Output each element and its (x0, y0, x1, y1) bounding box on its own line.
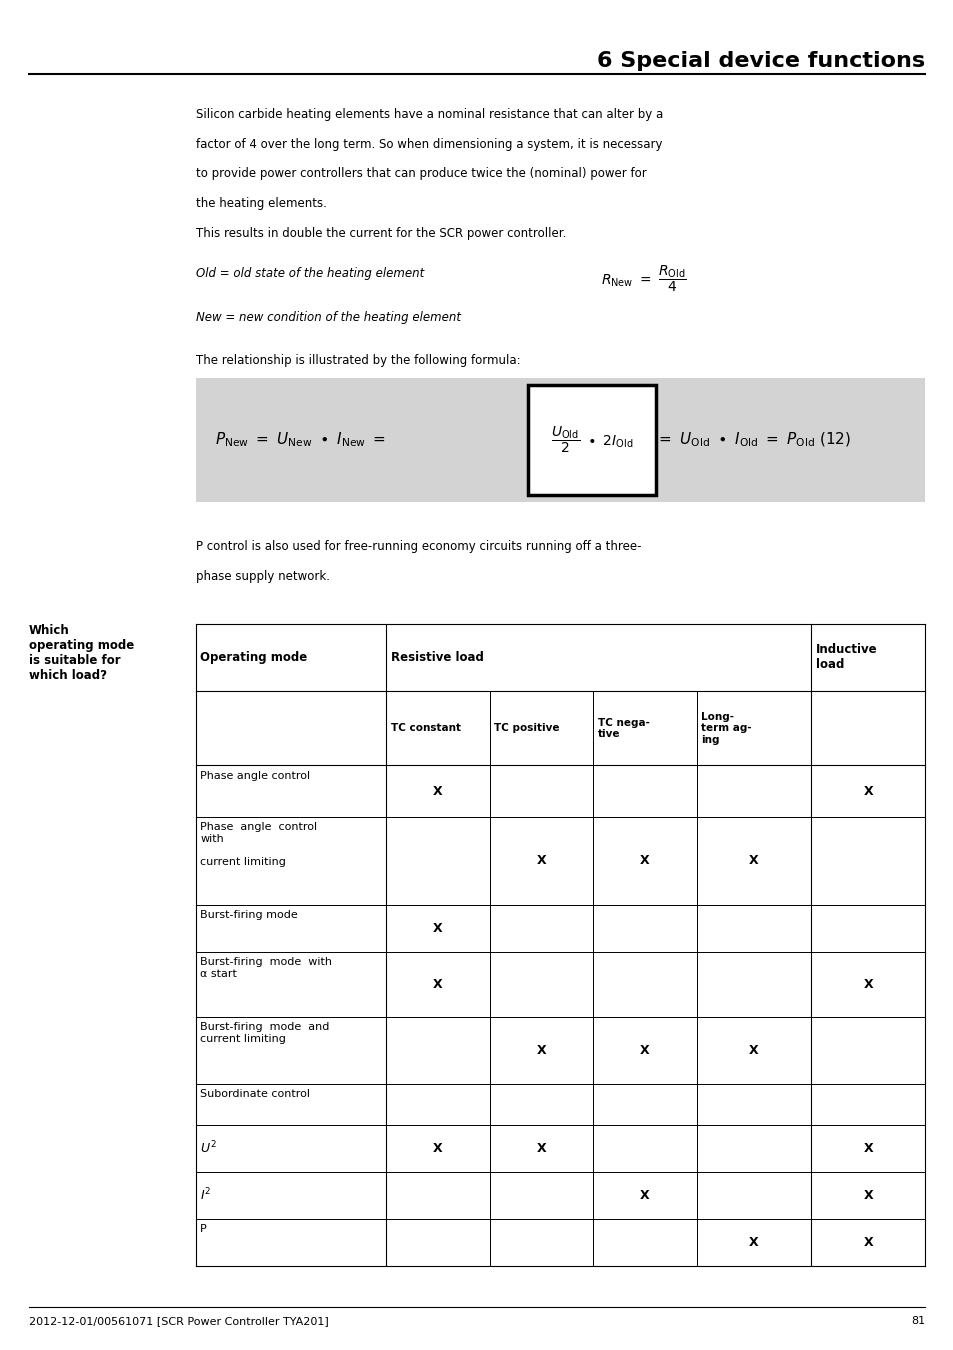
Text: $=\ U_{\mathrm{Old}}\ \bullet\ I_{\mathrm{Old}}\ =\ P_{\mathrm{Old}}\ (12)$: $=\ U_{\mathrm{Old}}\ \bullet\ I_{\mathr… (656, 431, 851, 450)
Text: 81: 81 (910, 1316, 924, 1326)
Text: New = new condition of the heating element: New = new condition of the heating eleme… (195, 310, 460, 324)
Text: X: X (862, 1237, 872, 1249)
Text: $I^2$: $I^2$ (200, 1187, 212, 1204)
Text: $R_{\mathrm{New}}\ =\ \dfrac{R_{\mathrm{Old}}}{4}$: $R_{\mathrm{New}}\ =\ \dfrac{R_{\mathrm{… (600, 263, 686, 294)
Text: X: X (862, 1142, 872, 1154)
Text: Operating mode: Operating mode (200, 651, 307, 664)
Text: Burst-firing mode: Burst-firing mode (200, 910, 297, 919)
Text: Resistive load: Resistive load (391, 651, 483, 664)
Text: Silicon carbide heating elements have a nominal resistance that can alter by a: Silicon carbide heating elements have a … (195, 108, 662, 122)
Text: Burst-firing  mode  with
α start: Burst-firing mode with α start (200, 957, 332, 979)
Text: $P_{\mathrm{New}}\ =\ U_{\mathrm{New}}\ \bullet\ I_{\mathrm{New}}\ =$: $P_{\mathrm{New}}\ =\ U_{\mathrm{New}}\ … (214, 431, 385, 450)
Text: Which
operating mode
is suitable for
which load?: Which operating mode is suitable for whi… (29, 624, 133, 682)
Text: 6 Special device functions: 6 Special device functions (597, 51, 924, 72)
Text: P control is also used for free-running economy circuits running off a three-: P control is also used for free-running … (195, 540, 640, 553)
Text: X: X (862, 784, 872, 798)
Text: $\dfrac{U_{\mathrm{Old}}}{2}\ \bullet\ 2I_{\mathrm{Old}}$: $\dfrac{U_{\mathrm{Old}}}{2}\ \bullet\ 2… (550, 425, 633, 455)
Text: to provide power controllers that can produce twice the (nominal) power for: to provide power controllers that can pr… (195, 167, 645, 181)
Text: 2012-12-01/00561071 [SCR Power Controller TYA201]: 2012-12-01/00561071 [SCR Power Controlle… (29, 1316, 328, 1326)
Text: X: X (536, 855, 546, 867)
Text: X: X (536, 1142, 546, 1154)
Text: factor of 4 over the long term. So when dimensioning a system, it is necessary: factor of 4 over the long term. So when … (195, 138, 661, 151)
Text: X: X (748, 1237, 758, 1249)
Text: X: X (639, 855, 649, 867)
Text: This results in double the current for the SCR power controller.: This results in double the current for t… (195, 227, 565, 240)
Text: X: X (639, 1189, 649, 1202)
Text: TC constant: TC constant (391, 724, 460, 733)
Text: phase supply network.: phase supply network. (195, 570, 329, 583)
Text: Inductive
load: Inductive load (815, 644, 877, 671)
Text: X: X (748, 1044, 758, 1057)
Text: X: X (862, 977, 872, 991)
Text: X: X (536, 1044, 546, 1057)
Text: X: X (639, 1044, 649, 1057)
Text: X: X (433, 1142, 442, 1154)
Text: Old = old state of the heating element: Old = old state of the heating element (195, 267, 423, 281)
Text: X: X (433, 977, 442, 991)
Text: X: X (748, 855, 758, 867)
Text: Burst-firing  mode  and
current limiting: Burst-firing mode and current limiting (200, 1022, 330, 1044)
FancyBboxPatch shape (527, 385, 656, 495)
Text: $U^2$: $U^2$ (200, 1139, 216, 1157)
Text: P: P (200, 1224, 207, 1234)
Text: Phase angle control: Phase angle control (200, 771, 310, 780)
Text: TC nega-
tive: TC nega- tive (598, 718, 649, 740)
Text: Phase  angle  control
with

current limiting: Phase angle control with current limitin… (200, 822, 317, 867)
Bar (195, 378, 924, 502)
Text: X: X (862, 1189, 872, 1202)
Text: TC positive: TC positive (494, 724, 559, 733)
Text: Subordinate control: Subordinate control (200, 1089, 310, 1099)
Text: X: X (433, 922, 442, 934)
Text: the heating elements.: the heating elements. (195, 197, 326, 211)
Text: The relationship is illustrated by the following formula:: The relationship is illustrated by the f… (195, 354, 519, 367)
Text: Long-
term ag-
ing: Long- term ag- ing (700, 711, 751, 745)
Text: X: X (433, 784, 442, 798)
